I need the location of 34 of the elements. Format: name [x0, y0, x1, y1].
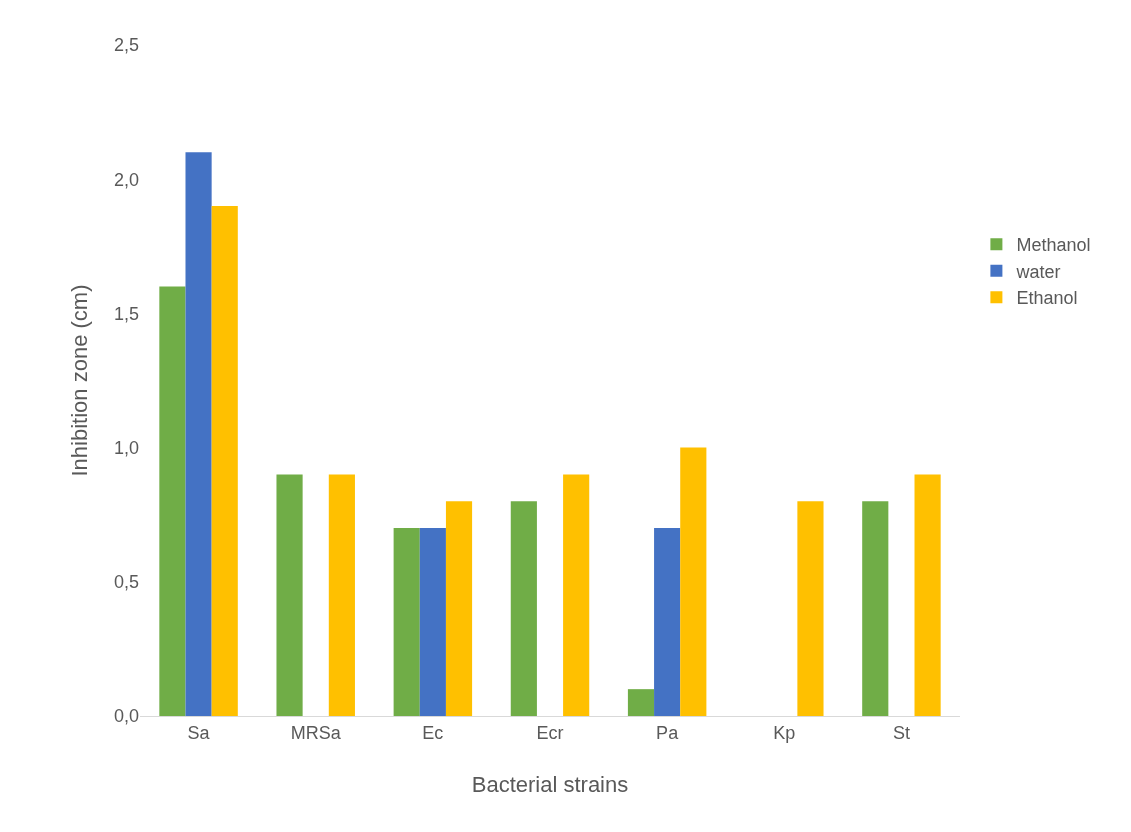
bar: [445, 501, 473, 716]
bar: [914, 474, 941, 716]
bar: [185, 152, 212, 716]
bar: [276, 474, 303, 716]
y-tick-label: 0,5: [113, 572, 139, 593]
y-tick-label: 2,0: [113, 169, 139, 190]
x-tick-label: Ecr: [536, 722, 564, 743]
y-tick-label: 2,5: [113, 35, 139, 56]
bar: [211, 206, 238, 716]
bar: [159, 286, 186, 716]
bar: [862, 501, 889, 716]
y-tick-label: 1,0: [113, 437, 139, 458]
y-tick-label: 0,0: [113, 706, 139, 727]
bar: [680, 447, 707, 716]
bar: [510, 501, 537, 716]
y-tick-label: 1,5: [113, 303, 139, 324]
x-tick-label: St: [892, 722, 910, 743]
bar: [797, 501, 824, 716]
x-tick-label: Pa: [656, 722, 680, 743]
x-tick-label: Ec: [422, 722, 444, 743]
bar: [328, 474, 355, 716]
bar: [627, 689, 655, 716]
bar: [563, 474, 590, 716]
bar: [654, 528, 681, 716]
legend-label: Methanol: [1016, 235, 1091, 256]
x-tick-label: MRSa: [290, 722, 342, 743]
y-axis-title: Inhibition zone (cm): [66, 284, 92, 477]
x-tick-label: Kp: [773, 722, 796, 743]
x-tick-label: Sa: [187, 722, 211, 743]
legend-label: Ethanol: [1016, 288, 1078, 309]
x-axis-title: Bacterial strains: [471, 772, 629, 797]
bar: [419, 528, 446, 716]
bar: [393, 528, 420, 716]
legend-label: water: [1015, 261, 1061, 282]
